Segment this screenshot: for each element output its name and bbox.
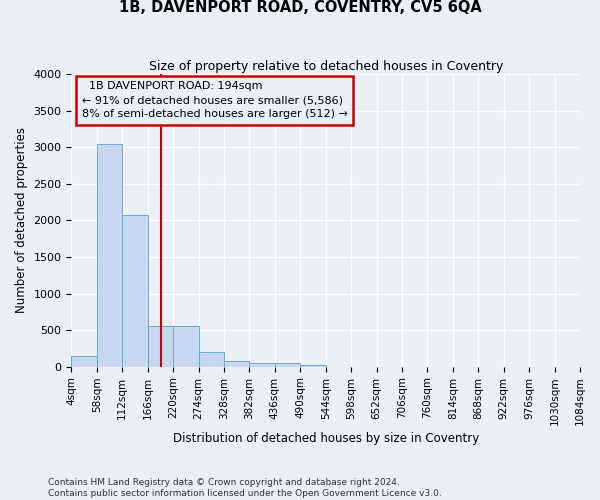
Bar	[122, 214, 148, 366]
Text: Contains HM Land Registry data © Crown copyright and database right 2024.
Contai: Contains HM Land Registry data © Crown c…	[48, 478, 442, 498]
Bar	[173, 326, 199, 366]
Bar	[97, 144, 122, 366]
Bar	[275, 364, 300, 366]
Title: Size of property relative to detached houses in Coventry: Size of property relative to detached ho…	[149, 60, 503, 73]
X-axis label: Distribution of detached houses by size in Coventry: Distribution of detached houses by size …	[173, 432, 479, 445]
Text: 1B DAVENPORT ROAD: 194sqm  
← 91% of detached houses are smaller (5,586)
8% of s: 1B DAVENPORT ROAD: 194sqm ← 91% of detac…	[82, 82, 347, 120]
Y-axis label: Number of detached properties: Number of detached properties	[15, 128, 28, 314]
Bar	[148, 326, 173, 366]
Bar	[250, 362, 275, 366]
Text: 1B, DAVENPORT ROAD, COVENTRY, CV5 6QA: 1B, DAVENPORT ROAD, COVENTRY, CV5 6QA	[119, 0, 481, 15]
Bar	[199, 352, 224, 366]
Bar	[71, 356, 97, 366]
Bar	[224, 361, 250, 366]
Bar	[300, 364, 326, 366]
